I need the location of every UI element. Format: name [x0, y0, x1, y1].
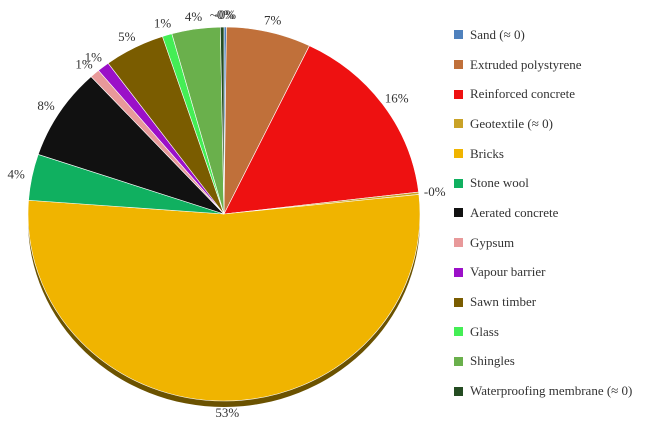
legend-label: Vapour barrier [470, 264, 546, 280]
legend-label: Bricks [470, 145, 504, 161]
data-label-reinforced-concrete: 16% [385, 91, 409, 106]
data-label-aerated-concrete: 8% [37, 98, 55, 113]
legend-swatch [454, 149, 463, 159]
legend-swatch [454, 119, 463, 129]
legend-swatch [454, 327, 463, 337]
legend-swatch [454, 297, 463, 307]
legend-item-stone-wool: Stone wool [454, 168, 668, 198]
legend-label: Sawn timber [470, 294, 537, 310]
legend-item-gypsum: Gypsum [454, 228, 668, 258]
legend-label: Gypsum [470, 234, 515, 250]
legend-item-reinforced-concrete: Reinforced concrete [454, 79, 668, 109]
legend-label: Glass [470, 323, 499, 339]
data-label-geotextile: -0% [424, 184, 446, 199]
legend-label: Extruded polystyrene [470, 56, 582, 72]
legend-swatch [454, 60, 463, 70]
legend-swatch [454, 238, 463, 248]
data-label-sawn-timber: 5% [118, 29, 136, 44]
legend-item-extruded-polystyrene: Extruded polystyrene [454, 50, 668, 80]
legend-item-sawn-timber: Sawn timber [454, 287, 668, 317]
legend-item-glass: Glass [454, 317, 668, 347]
legend-item-vapour-barrier: Vapour barrier [454, 258, 668, 288]
legend-item-aerated-concrete: Aerated concrete [454, 198, 668, 228]
data-label-gypsum: 1% [75, 56, 93, 71]
pie-slice-aerated-concrete [37, 76, 225, 215]
pie-slice-bricks [27, 194, 421, 402]
legend-swatch [454, 30, 463, 40]
pie-slice-waterproofing-membrane [220, 26, 225, 215]
legend-swatch [454, 89, 463, 99]
legend-swatch [454, 386, 463, 396]
legend-item-waterproofing-membrane: Waterproofing membrane (≈ 0) [454, 376, 668, 406]
legend-label: Waterproofing membrane (≈ 0) [470, 383, 633, 399]
legend-label: Shingles [470, 353, 515, 369]
legend-swatch [454, 267, 463, 277]
data-label-sand: -0% [214, 7, 236, 22]
data-label-waterproofing-membrane: ~0% [210, 7, 235, 22]
data-label-stone-wool: 4% [8, 167, 26, 182]
pie-slice-reinforced-concrete [223, 45, 419, 215]
legend-label: Sand (≈ 0) [470, 26, 525, 42]
data-label-shingles: 4% [185, 9, 203, 24]
legend-item-geotextile: Geotextile (≈ 0) [454, 109, 668, 139]
legend-item-shingles: Shingles [454, 347, 668, 377]
legend-swatch [454, 178, 463, 188]
data-label-extruded-polystyrene: 7% [264, 12, 282, 27]
data-label-bricks: 53% [215, 405, 239, 420]
legend-swatch [454, 356, 463, 366]
legend-label: Stone wool [470, 175, 529, 191]
chart-legend: Sand (≈ 0) Extruded polystyrene Reinforc… [454, 20, 668, 406]
legend-label: Geotextile (≈ 0) [470, 115, 553, 131]
legend-swatch [454, 208, 463, 218]
legend-label: Reinforced concrete [470, 86, 576, 102]
data-label-vapour-barrier: 1% [85, 49, 103, 64]
data-label-glass: 1% [154, 16, 172, 31]
legend-label: Aerated concrete [470, 204, 559, 220]
legend-item-sand: Sand (≈ 0) [454, 20, 668, 50]
legend-item-bricks: Bricks [454, 139, 668, 169]
